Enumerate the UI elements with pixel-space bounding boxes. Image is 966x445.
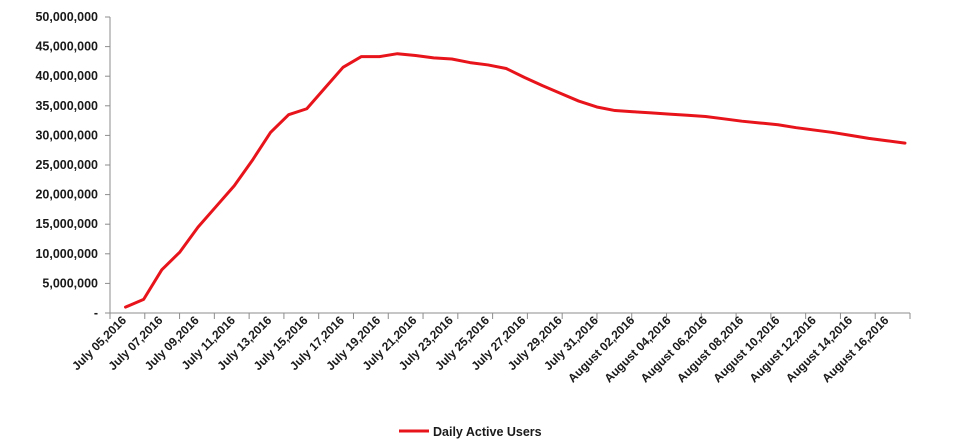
y-tick-label: 45,000,000	[35, 40, 98, 54]
series-layer	[124, 52, 907, 309]
y-tick-label: 5,000,000	[42, 276, 98, 290]
y-tick-label: 40,000,000	[35, 69, 98, 83]
legend: Daily Active Users	[399, 425, 542, 439]
y-tick-label: -	[94, 306, 98, 320]
series-line-daily-active-users	[124, 52, 907, 309]
y-tick-label: 30,000,000	[35, 128, 98, 142]
legend-label: Daily Active Users	[433, 425, 542, 439]
y-tick-label: 25,000,000	[35, 158, 98, 172]
y-tick-label: 15,000,000	[35, 217, 98, 231]
y-axis: - 5,000,000 10,000,000 15,000,000 20,000,000…	[35, 10, 111, 320]
y-tick-label: 20,000,000	[35, 188, 98, 202]
x-tick-label: August 16,2016	[819, 313, 891, 385]
y-tick-label: 10,000,000	[35, 247, 98, 261]
y-tick-label: 35,000,000	[35, 99, 98, 113]
y-tick-label: 50,000,000	[35, 10, 98, 24]
